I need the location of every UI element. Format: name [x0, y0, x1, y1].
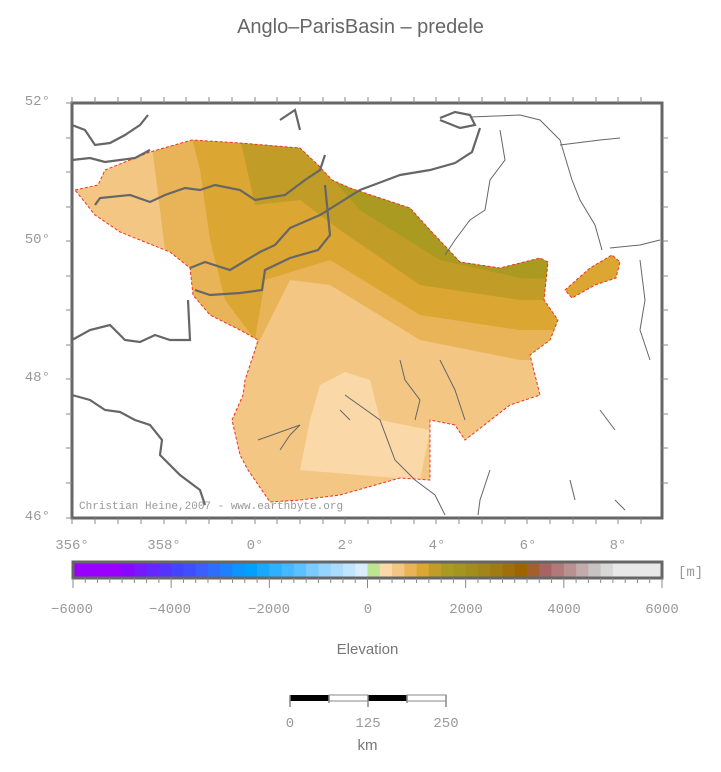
lon-label-358: 358°	[147, 538, 181, 554]
coastlines	[71, 108, 482, 506]
colorbar-tick-label: −6000	[50, 602, 93, 618]
map-frame	[66, 97, 668, 524]
scale-tick-label: 0	[285, 716, 295, 732]
scale-tick-label: 250	[433, 716, 459, 732]
colorbar-tick-label: −4000	[148, 602, 191, 618]
lat-label-50: 50°	[24, 232, 50, 248]
lon-label-6: 6°	[519, 538, 537, 554]
elevation-field	[74, 139, 621, 503]
lat-label-48: 48°	[24, 370, 50, 386]
scale-unit: km	[357, 737, 378, 754]
lon-label-4: 4°	[428, 538, 446, 554]
colorbar-tick-label: 0	[363, 602, 373, 618]
colorbar	[71, 560, 664, 588]
credit-text: Christian Heine,2007 - www.earthbyte.org	[79, 501, 344, 513]
colorbar-label: Elevation	[336, 641, 399, 658]
lon-label-0: 0°	[246, 538, 264, 554]
scale-tick-label: 125	[355, 716, 381, 732]
rivers	[257, 114, 661, 516]
colorbar-tick-label: 6000	[645, 602, 679, 618]
lat-label-46: 46°	[24, 509, 50, 525]
colorbar-unit: [m]	[678, 565, 704, 581]
lon-label-356: 356°	[55, 538, 89, 554]
lon-label-2: 2°	[337, 538, 355, 554]
lat-label-52: 52°	[24, 94, 50, 110]
colorbar-tick-label: 2000	[449, 602, 483, 618]
colorbar-tick-label: 4000	[547, 602, 581, 618]
map-title: Anglo–ParisBasin – predele	[237, 16, 484, 38]
lon-label-8: 8°	[609, 538, 627, 554]
colorbar-tick-label: −2000	[247, 602, 290, 618]
scale-bar	[289, 694, 447, 707]
